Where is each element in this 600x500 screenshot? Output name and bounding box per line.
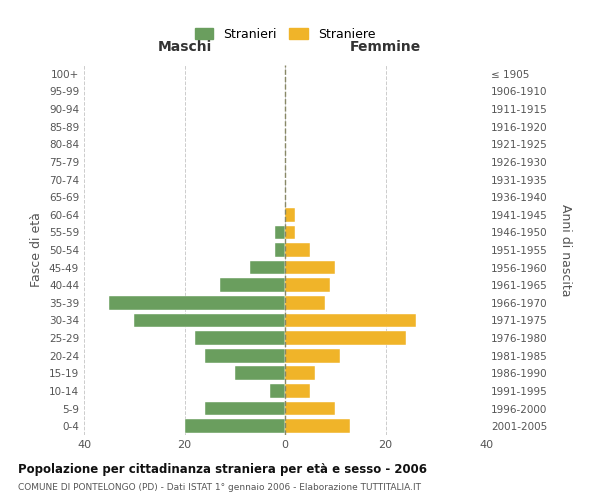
Bar [285, 243, 310, 257]
Bar [134, 314, 285, 328]
Text: COMUNE DI PONTELONGO (PD) - Dati ISTAT 1° gennaio 2006 - Elaborazione TUTTITALIA: COMUNE DI PONTELONGO (PD) - Dati ISTAT 1… [18, 484, 421, 492]
Bar [285, 331, 406, 345]
Bar [285, 208, 295, 222]
Text: Popolazione per cittadinanza straniera per età e sesso - 2006: Popolazione per cittadinanza straniera p… [18, 462, 427, 475]
Bar [285, 226, 295, 239]
Bar [285, 296, 325, 310]
Bar [220, 278, 285, 292]
Bar [285, 384, 310, 398]
Text: Femmine: Femmine [350, 40, 421, 54]
Bar [205, 349, 285, 362]
Bar [285, 402, 335, 415]
Text: Maschi: Maschi [157, 40, 212, 54]
Bar [285, 349, 340, 362]
Y-axis label: Anni di nascita: Anni di nascita [559, 204, 572, 296]
Bar [250, 260, 285, 274]
Bar [285, 278, 330, 292]
Bar [285, 366, 315, 380]
Bar [270, 384, 285, 398]
Bar [285, 420, 350, 433]
Y-axis label: Fasce di età: Fasce di età [31, 212, 43, 288]
Bar [285, 314, 416, 328]
Bar [194, 331, 285, 345]
Bar [185, 420, 285, 433]
Bar [109, 296, 285, 310]
Bar [235, 366, 285, 380]
Bar [275, 226, 285, 239]
Legend: Stranieri, Straniere: Stranieri, Straniere [190, 23, 380, 46]
Bar [275, 243, 285, 257]
Bar [285, 260, 335, 274]
Bar [205, 402, 285, 415]
